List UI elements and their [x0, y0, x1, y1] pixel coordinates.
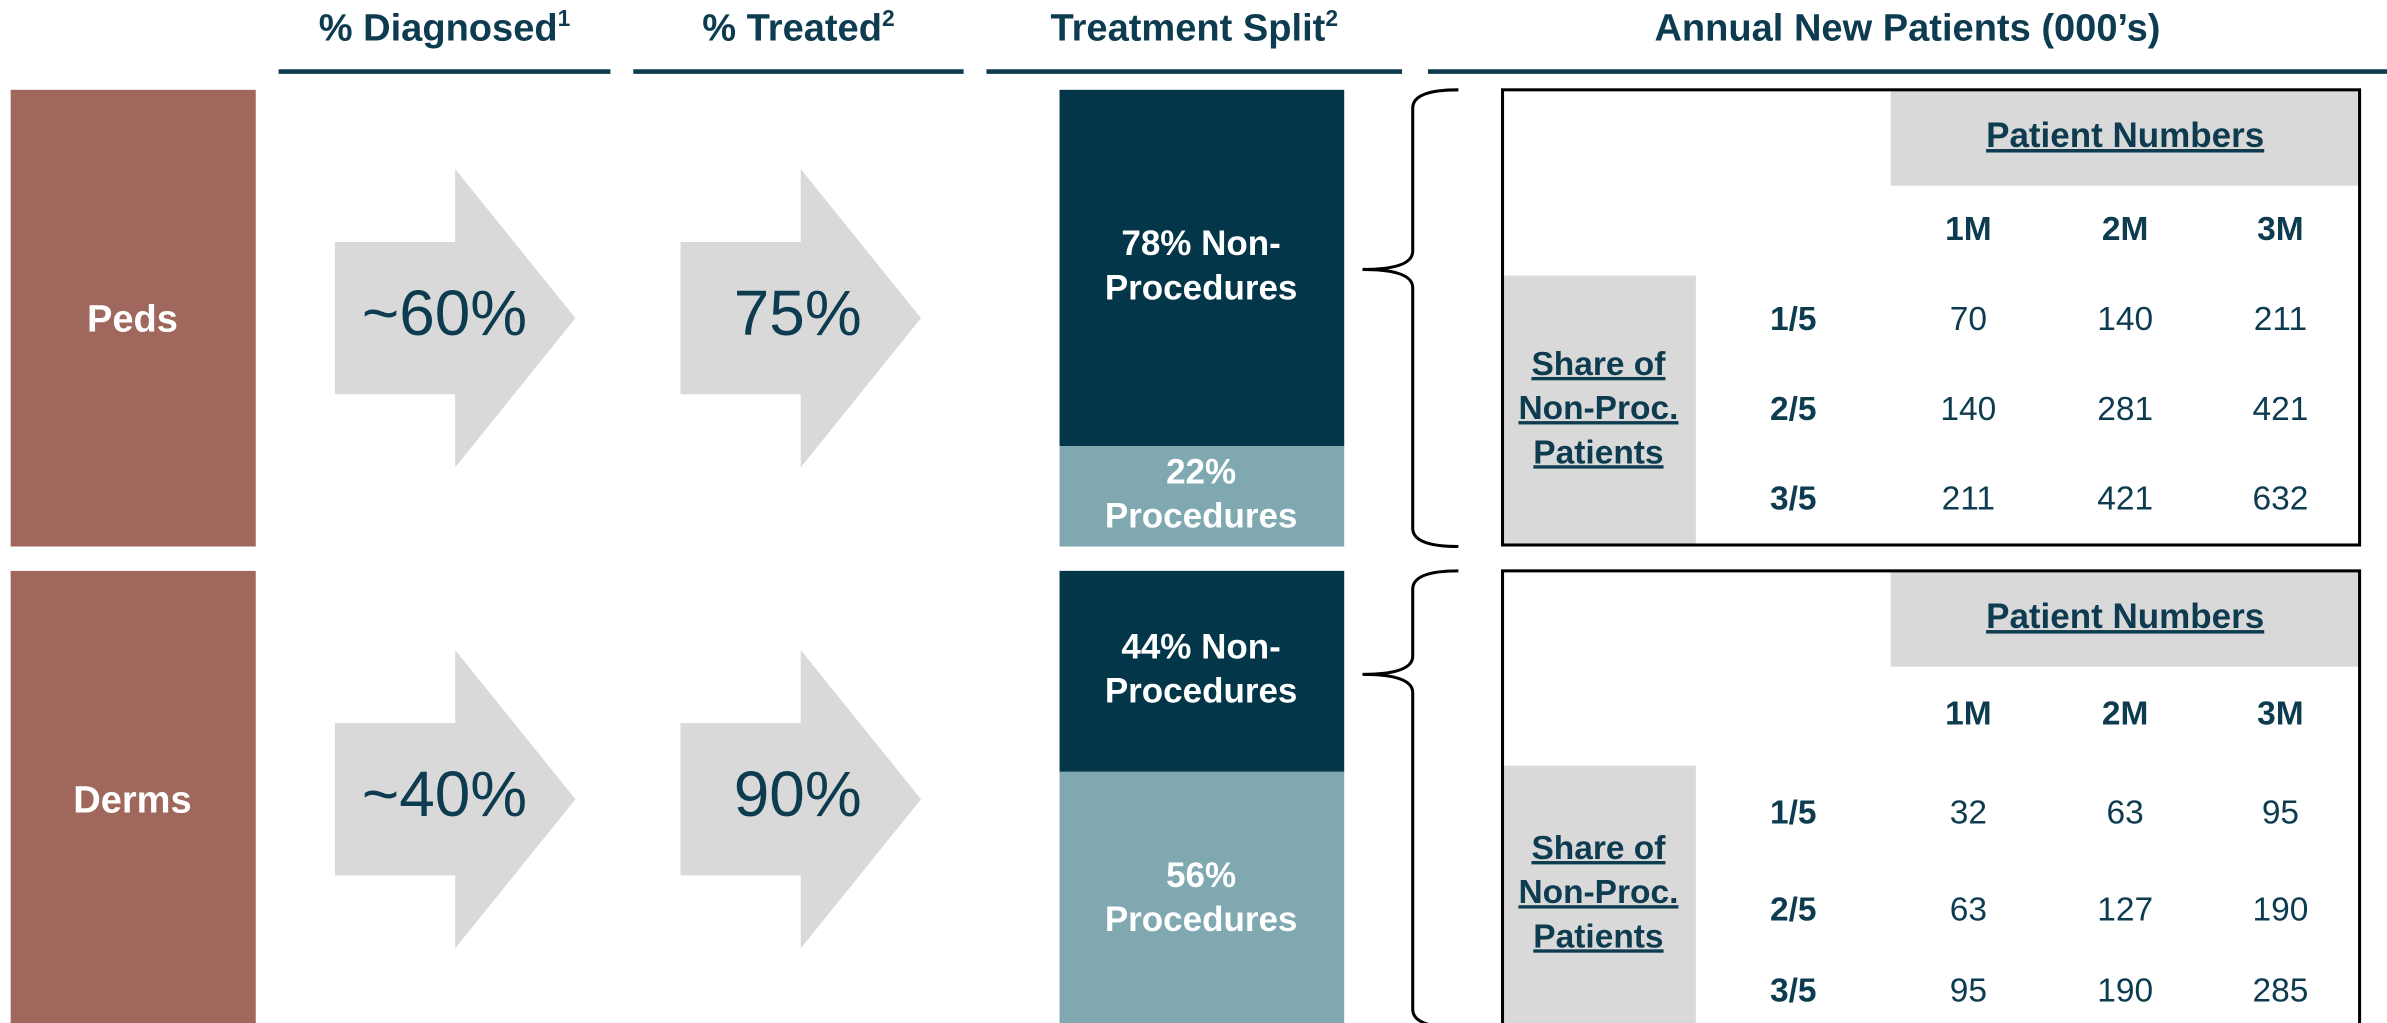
brace — [1362, 88, 1459, 549]
split-segment — [1059, 771, 1345, 1023]
row-header-bg — [1502, 765, 1696, 1023]
split-label: 78% Non- — [1121, 224, 1280, 263]
column-label: 3M — [2257, 695, 2304, 732]
column-header: Annual New Patients (000’s) — [1654, 7, 2160, 49]
column-header: % Treated2 — [702, 5, 894, 50]
diagnosed-value: ~40% — [362, 758, 527, 830]
header-text: % Treated — [702, 7, 882, 49]
diagnosed-value: ~60% — [362, 277, 527, 349]
row-header: Patients — [1533, 918, 1663, 955]
row-label: 2/5 — [1770, 391, 1817, 428]
treated-arrow — [680, 650, 922, 949]
table-cell: 95 — [2262, 794, 2299, 831]
table-cell: 285 — [2253, 972, 2309, 1009]
row-label: 1/5 — [1770, 301, 1817, 338]
table-border — [1501, 88, 2362, 547]
table-cell: 63 — [2107, 794, 2144, 831]
treated-value: 90% — [734, 758, 862, 830]
footnote-mark: 1 — [558, 5, 571, 31]
table-cell: 211 — [1942, 481, 1995, 518]
row-header: Non-Proc. — [1518, 390, 1678, 427]
footnote-mark: 2 — [1325, 5, 1338, 31]
segment-label: Peds — [87, 298, 178, 340]
table-cell: 281 — [2097, 391, 2153, 428]
table-title: Patient Numbers — [1986, 116, 2264, 155]
row-header: Share of — [1531, 830, 1666, 867]
header-text: Annual New Patients (000’s) — [1654, 7, 2160, 49]
column-label: 2M — [2102, 695, 2149, 732]
diagnosed-arrow — [334, 650, 576, 949]
segment-label-box — [10, 570, 256, 1023]
row-label: 3/5 — [1770, 481, 1817, 518]
row-label: 1/5 — [1770, 794, 1817, 831]
table-title: Patient Numbers — [1986, 597, 2264, 636]
segment-label-box — [10, 89, 256, 547]
split-segment — [1059, 446, 1345, 547]
table-cell: 190 — [2097, 972, 2153, 1009]
column-label: 1M — [1945, 211, 1992, 248]
split-segment — [1059, 570, 1345, 772]
table-cell: 632 — [2253, 481, 2309, 518]
column-header: Treatment Split2 — [1050, 5, 1338, 50]
split-label: Procedures — [1105, 497, 1298, 536]
table-cell: 95 — [1950, 972, 1987, 1009]
table-cell: 70 — [1950, 301, 1987, 338]
footnote-mark: 2 — [882, 5, 895, 31]
table-cell: 140 — [1940, 391, 1996, 428]
table-cell: 63 — [1950, 892, 1987, 929]
header-text: Treatment Split — [1050, 7, 1325, 49]
row-header: Share of — [1531, 346, 1666, 383]
column-header: % Diagnosed1 — [319, 5, 571, 50]
table-cell: 211 — [2254, 301, 2307, 338]
header-text: % Diagnosed — [319, 7, 558, 49]
row-label: 2/5 — [1770, 892, 1817, 929]
table-border — [1501, 569, 2362, 1023]
row-header: Non-Proc. — [1518, 874, 1678, 911]
table-cell: 421 — [2253, 391, 2309, 428]
split-label: Procedures — [1105, 268, 1298, 307]
table-cell: 190 — [2253, 892, 2309, 929]
row-header: Patients — [1533, 434, 1663, 471]
brace — [1362, 569, 1459, 1023]
column-label: 2M — [2102, 211, 2149, 248]
table-header-bg — [1890, 89, 2360, 186]
row-label: 3/5 — [1770, 972, 1817, 1009]
segment-label: Derms — [73, 779, 191, 821]
row-header-bg — [1502, 275, 1696, 545]
split-label: 44% Non- — [1121, 628, 1280, 667]
table-cell: 140 — [2097, 301, 2153, 338]
column-label: 1M — [1945, 695, 1992, 732]
column-label: 3M — [2257, 211, 2304, 248]
table-cell: 32 — [1950, 794, 1987, 831]
split-segment — [1059, 89, 1345, 447]
table-header-bg — [1890, 570, 2360, 667]
table-cell: 421 — [2097, 481, 2153, 518]
treated-arrow — [680, 168, 922, 468]
diagnosed-arrow — [334, 168, 576, 468]
treated-value: 75% — [734, 277, 862, 349]
split-label: 22% — [1166, 452, 1236, 491]
split-label: Procedures — [1105, 900, 1298, 939]
table-cell: 127 — [2097, 892, 2153, 929]
split-label: Procedures — [1105, 672, 1298, 711]
split-label: 56% — [1166, 856, 1236, 895]
